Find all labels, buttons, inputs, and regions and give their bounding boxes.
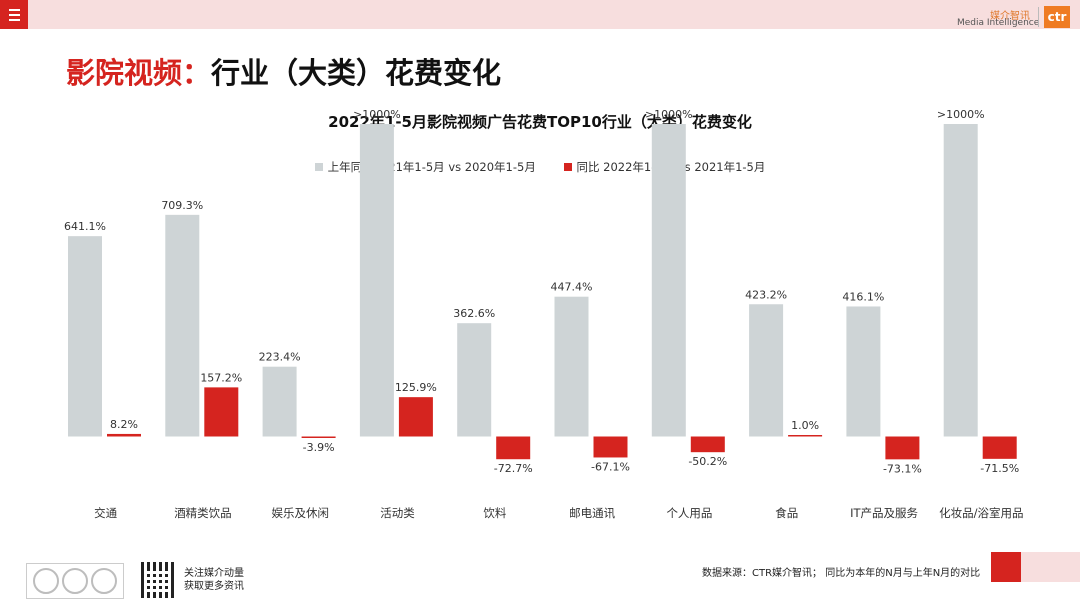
menu-icon[interactable]	[0, 0, 28, 29]
bar-current-year	[690, 436, 725, 453]
category-label: IT产品及服务	[850, 506, 918, 520]
legend-swatch-grey	[314, 163, 323, 171]
data-label-prev-year: 223.4%	[259, 351, 301, 364]
bar-chart: 641.1% 8.2% 交通 709.3% 157.2% 酒精类饮品 223.4% -3.9%…	[64, 108, 1024, 520]
data-label-current-year: 8.2%	[110, 418, 138, 431]
sgs-badge-icon	[62, 568, 88, 594]
category-label: 食品	[775, 506, 798, 520]
bar-current-year	[982, 436, 1017, 459]
data-label-current-year: -71.5%	[980, 462, 1019, 475]
sgs-badge-icon	[33, 568, 59, 594]
data-label-prev-year: >1000%	[937, 108, 985, 121]
bar-prev-year	[262, 366, 297, 437]
bar-prev-year	[68, 236, 102, 437]
page-title-highlight: 影院视频：	[66, 56, 212, 90]
category-label: 娱乐及休闲	[272, 506, 330, 520]
data-label-prev-year: 641.1%	[64, 220, 106, 233]
logo-en: Media Intelligence	[957, 18, 1040, 28]
certification-badges	[26, 563, 124, 599]
bar-prev-year	[165, 214, 200, 437]
category-label: 化妆品/浴室用品	[939, 506, 1023, 520]
page-title-main: 行业（大类）花费变化	[211, 56, 502, 90]
bar-current-year	[107, 433, 141, 437]
data-label-current-year: 1.0%	[791, 419, 819, 432]
data-label-current-year: 125.9%	[395, 381, 437, 394]
bar-current-year	[885, 436, 920, 460]
category-label: 交通	[94, 506, 117, 520]
category-label: 个人用品	[666, 506, 712, 520]
follow-text: 关注媒介动量 获取更多资讯	[184, 567, 244, 593]
bar-current-year	[496, 436, 531, 460]
bar-current-year	[788, 435, 823, 437]
bar-current-year	[398, 397, 433, 437]
bar-prev-year	[457, 323, 492, 437]
bar-prev-year	[651, 124, 686, 437]
data-label-prev-year: 423.2%	[745, 288, 787, 301]
data-label-current-year: -72.7%	[494, 462, 533, 475]
data-label-current-year: 157.2%	[200, 371, 242, 384]
logo-divider	[1038, 7, 1039, 27]
footer-red-block	[991, 552, 1021, 582]
category-label: 饮料	[483, 506, 506, 520]
footer-pink-block	[1021, 552, 1080, 582]
category-label: 酒精类饮品	[174, 506, 232, 520]
data-label-current-year: -3.9%	[303, 441, 335, 454]
data-label-current-year: -67.1%	[591, 460, 630, 473]
bar-current-year	[301, 436, 336, 438]
top-bar	[0, 0, 1080, 29]
bar-current-year	[204, 387, 239, 437]
ctr-logo-icon: ctr	[1044, 6, 1070, 28]
data-label-prev-year: >1000%	[645, 108, 693, 121]
category-label: 活动类	[380, 506, 415, 520]
data-label-prev-year: 416.1%	[842, 290, 884, 303]
follow-line-1: 关注媒介动量	[184, 568, 244, 579]
data-label-prev-year: 447.4%	[551, 281, 593, 294]
bar-prev-year	[359, 124, 394, 437]
bar-prev-year	[846, 306, 881, 437]
legend-swatch-red	[563, 163, 572, 171]
data-label-current-year: -50.2%	[688, 455, 727, 468]
sgs-badge-icon	[91, 568, 117, 594]
logo-cn: 媒介智讯	[990, 11, 1030, 22]
data-label-current-year: -73.1%	[883, 462, 922, 475]
bar-prev-year	[749, 304, 784, 437]
data-label-prev-year: 362.6%	[453, 307, 495, 320]
bar-prev-year	[943, 124, 978, 437]
chart-title: 2022年1-5月影院视频广告花费TOP10行业（大类）花费变化	[328, 113, 752, 131]
bar-current-year	[593, 436, 628, 458]
data-label-prev-year: 709.3%	[161, 199, 203, 212]
follow-line-2: 获取更多资讯	[184, 581, 244, 592]
page-title: 影院视频：行业（大类）花费变化	[66, 50, 501, 92]
data-label-prev-year: >1000%	[353, 108, 401, 121]
data-source: 数据来源：CTR媒介智讯； 同比为本年的N月与上年N月的对比	[702, 568, 981, 579]
bar-prev-year	[554, 296, 589, 437]
category-label: 邮电通讯	[569, 506, 615, 520]
qr-code-icon	[141, 562, 177, 598]
